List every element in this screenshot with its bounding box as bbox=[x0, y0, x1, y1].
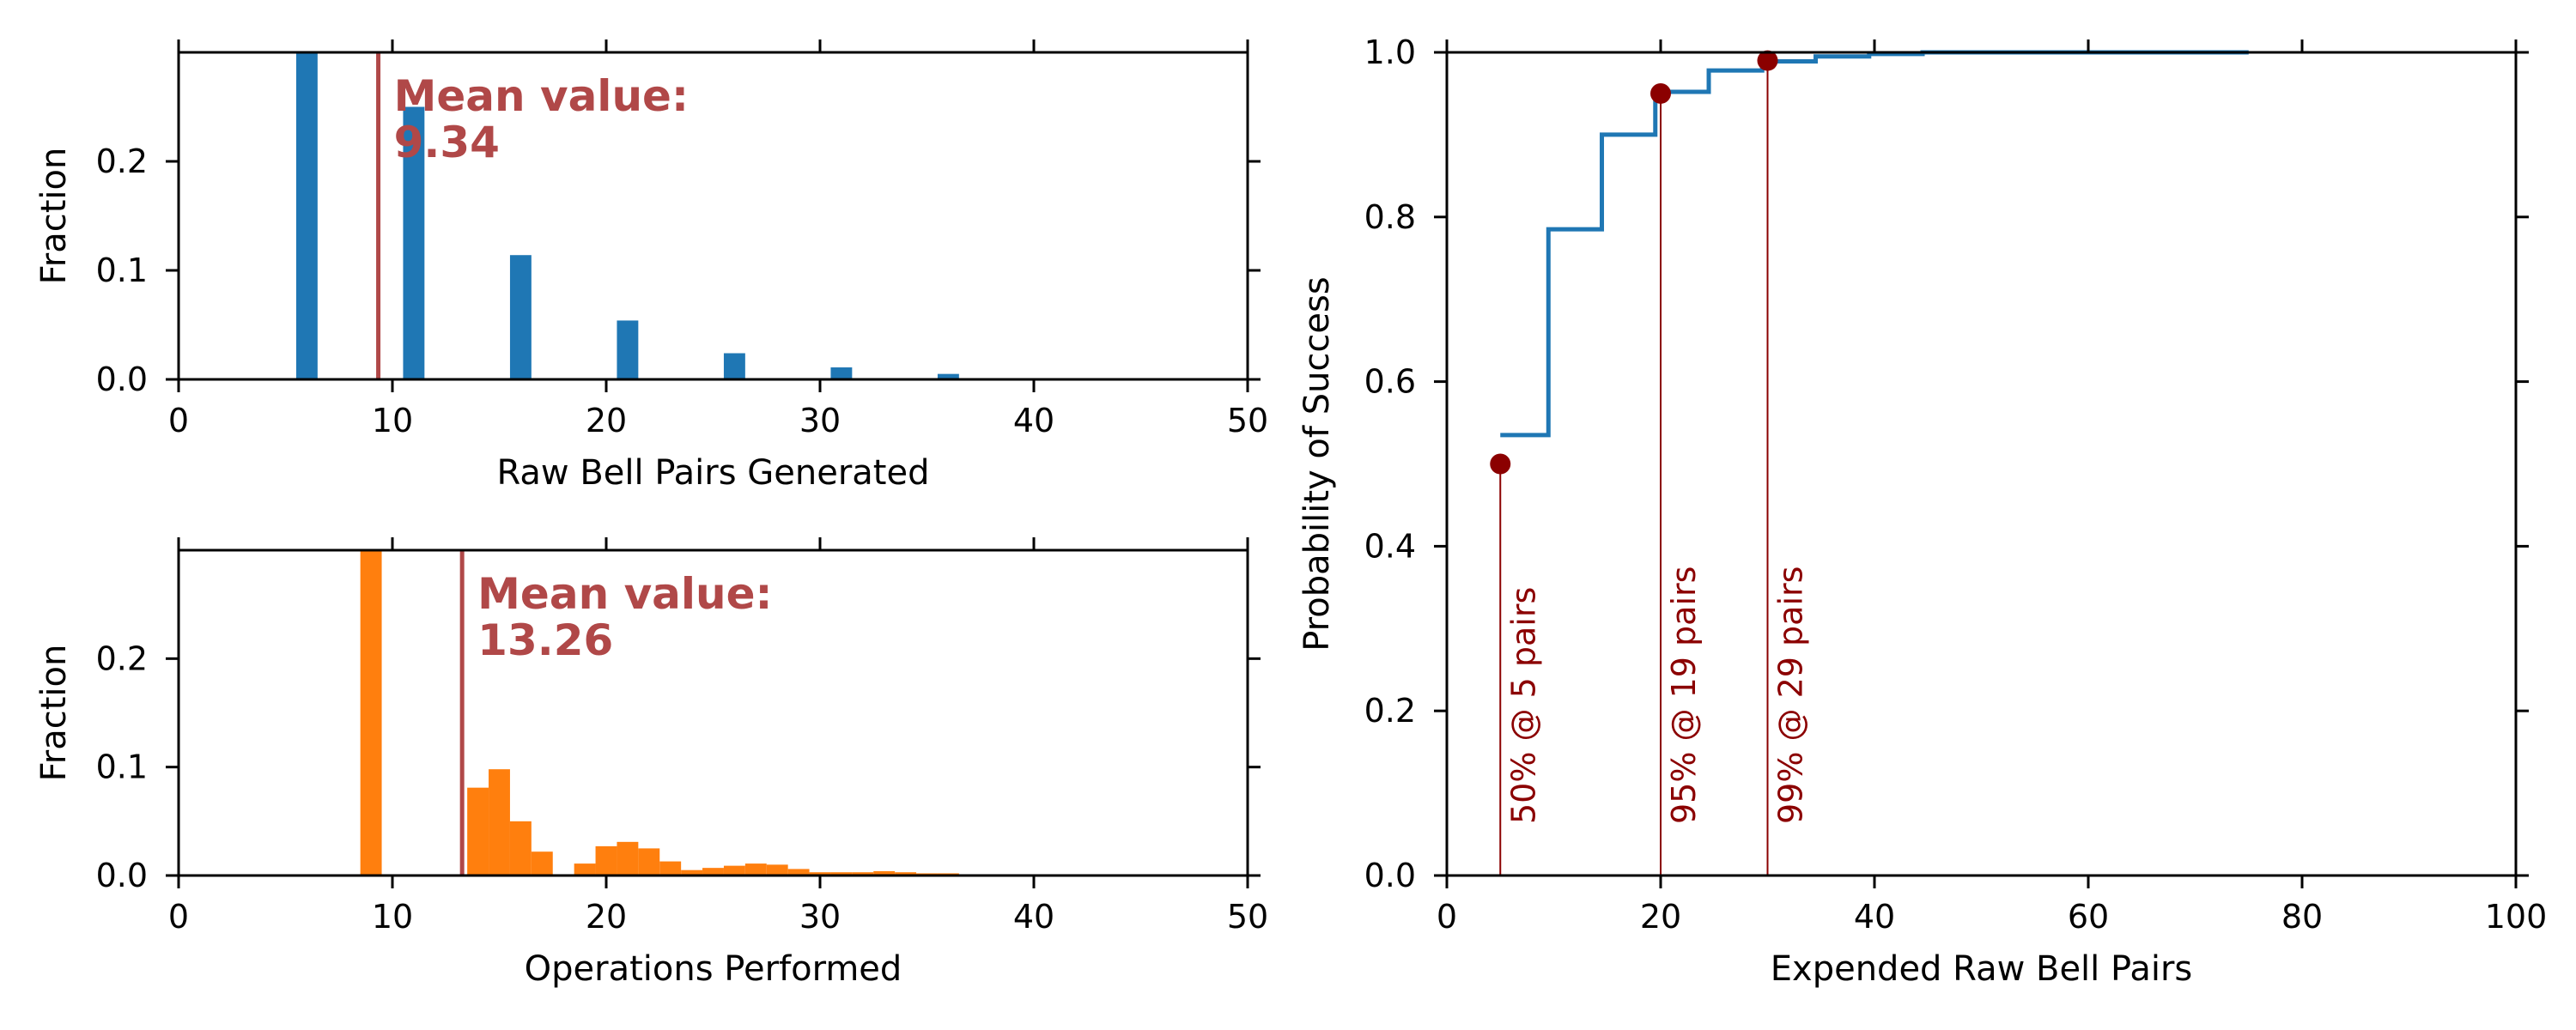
x-tick-label: 10 bbox=[372, 898, 413, 936]
histogram-bar bbox=[895, 872, 917, 876]
x-tick-label: 0 bbox=[1437, 898, 1457, 936]
y-tick-label: 0.4 bbox=[1364, 527, 1416, 565]
y-tick-label: 0.8 bbox=[1364, 198, 1416, 236]
y-tick-labels: 0.0 0.2 0.4 0.6 0.8 1.0 bbox=[1364, 33, 1416, 894]
mean-label-title: Mean value: bbox=[394, 71, 689, 121]
axes-frame bbox=[166, 39, 1261, 392]
histogram-bar bbox=[723, 865, 745, 876]
x-tick-label: 10 bbox=[372, 402, 413, 439]
annotation-label: 50% @ 5 pairs bbox=[1504, 587, 1542, 824]
raw-bell-pairs-histogram: Mean value: 9.34 0 10 20 30 40 50 0.0 0.… bbox=[34, 39, 1268, 493]
histogram-bar bbox=[467, 787, 489, 876]
histogram-bar bbox=[638, 848, 660, 876]
y-axis-label: Probability of Success bbox=[1297, 276, 1337, 651]
x-tick-label: 60 bbox=[2068, 898, 2109, 936]
x-tick-label: 20 bbox=[586, 402, 627, 439]
y-tick-labels: 0.0 0.1 0.2 bbox=[96, 142, 148, 398]
histogram-bar bbox=[403, 106, 425, 379]
x-axis-label: Raw Bell Pairs Generated bbox=[496, 453, 929, 493]
y-tick-label: 1.0 bbox=[1364, 33, 1416, 71]
histogram-bar bbox=[574, 863, 596, 876]
histogram-bar bbox=[531, 851, 553, 876]
histogram-bar bbox=[702, 868, 724, 876]
histogram-bar bbox=[295, 52, 318, 379]
histogram-bar bbox=[744, 863, 767, 876]
x-tick-labels: 0 10 20 30 40 50 bbox=[168, 402, 1268, 439]
x-tick-label: 40 bbox=[1854, 898, 1895, 936]
x-tick-label: 20 bbox=[1640, 898, 1681, 936]
mean-label-value: 9.34 bbox=[394, 118, 500, 167]
annotation-point bbox=[1490, 453, 1511, 475]
y-tick-label: 0.6 bbox=[1364, 363, 1416, 401]
x-tick-label: 0 bbox=[168, 402, 189, 439]
y-tick-label: 0.0 bbox=[96, 360, 148, 398]
x-tick-label: 50 bbox=[1227, 898, 1268, 936]
axes-border bbox=[177, 548, 1249, 877]
y-tick-label: 0.2 bbox=[1364, 692, 1416, 730]
histogram-bar bbox=[809, 872, 831, 876]
x-axis-label: Operations Performed bbox=[525, 949, 902, 989]
histogram-bar bbox=[659, 861, 682, 876]
axes-border bbox=[1445, 51, 2518, 877]
y-tick-label: 0.1 bbox=[96, 748, 148, 786]
threshold-annotations bbox=[1490, 50, 1778, 876]
x-tick-label: 50 bbox=[1227, 402, 1268, 439]
x-tick-label: 40 bbox=[1013, 898, 1054, 936]
y-tick-label: 0.1 bbox=[96, 251, 148, 289]
y-tick-label: 0.2 bbox=[96, 639, 148, 677]
x-tick-label: 40 bbox=[1013, 402, 1054, 439]
histogram-bar bbox=[873, 870, 896, 876]
histogram-bar bbox=[617, 320, 639, 379]
histogram-bar bbox=[617, 841, 639, 876]
x-tick-label: 20 bbox=[586, 898, 627, 936]
x-tick-label: 100 bbox=[2485, 898, 2548, 936]
histogram-bar bbox=[787, 869, 810, 876]
histogram-bar bbox=[509, 821, 532, 876]
x-tick-label: 30 bbox=[799, 898, 841, 936]
mean-label-value: 13.26 bbox=[477, 615, 613, 665]
histogram-bars bbox=[295, 52, 959, 379]
mean-label-title: Mean value: bbox=[477, 569, 772, 619]
histogram-bar bbox=[489, 769, 510, 876]
histogram-bar bbox=[766, 864, 788, 876]
histogram-bar bbox=[852, 872, 874, 876]
operations-histogram: Mean value: 13.26 0 10 20 30 40 50 0.0 0… bbox=[34, 537, 1268, 989]
annotation-point bbox=[1650, 82, 1671, 104]
annotation-label: 99% @ 29 pairs bbox=[1772, 566, 1810, 824]
x-tick-label: 0 bbox=[168, 898, 189, 936]
axes-frame bbox=[166, 537, 1261, 888]
axes-frame bbox=[1434, 39, 2529, 888]
annotation-label: 95% @ 19 pairs bbox=[1665, 566, 1703, 824]
x-tick-label: 80 bbox=[2281, 898, 2323, 936]
y-tick-labels: 0.0 0.1 0.2 bbox=[96, 639, 148, 894]
histogram-bars bbox=[360, 550, 1045, 876]
y-tick-label: 0.0 bbox=[96, 857, 148, 894]
x-tick-labels: 0 10 20 30 40 50 bbox=[168, 898, 1268, 936]
y-axis-label: Fraction bbox=[34, 645, 74, 782]
histogram-bar bbox=[830, 872, 853, 876]
histogram-bar bbox=[830, 367, 853, 379]
histogram-bar bbox=[360, 550, 382, 876]
histogram-bar bbox=[723, 353, 745, 379]
histogram-bar bbox=[937, 373, 959, 379]
axes-border bbox=[177, 51, 1249, 381]
cdf-step-line bbox=[1500, 50, 2249, 438]
x-tick-labels: 0 20 40 60 80 100 bbox=[1437, 898, 2547, 936]
y-axis-label: Fraction bbox=[34, 148, 74, 285]
y-tick-label: 0.2 bbox=[96, 142, 148, 180]
x-tick-label: 30 bbox=[799, 402, 841, 439]
histogram-bar bbox=[681, 869, 703, 876]
x-axis-label: Expended Raw Bell Pairs bbox=[1771, 949, 2192, 989]
histogram-bar bbox=[595, 845, 617, 876]
success-probability-chart: 50% @ 5 pairs 95% @ 19 pairs 99% @ 29 pa… bbox=[1297, 33, 2547, 989]
y-tick-label: 0.0 bbox=[1364, 857, 1416, 894]
annotation-point bbox=[1757, 50, 1778, 71]
histogram-bar bbox=[509, 255, 532, 379]
